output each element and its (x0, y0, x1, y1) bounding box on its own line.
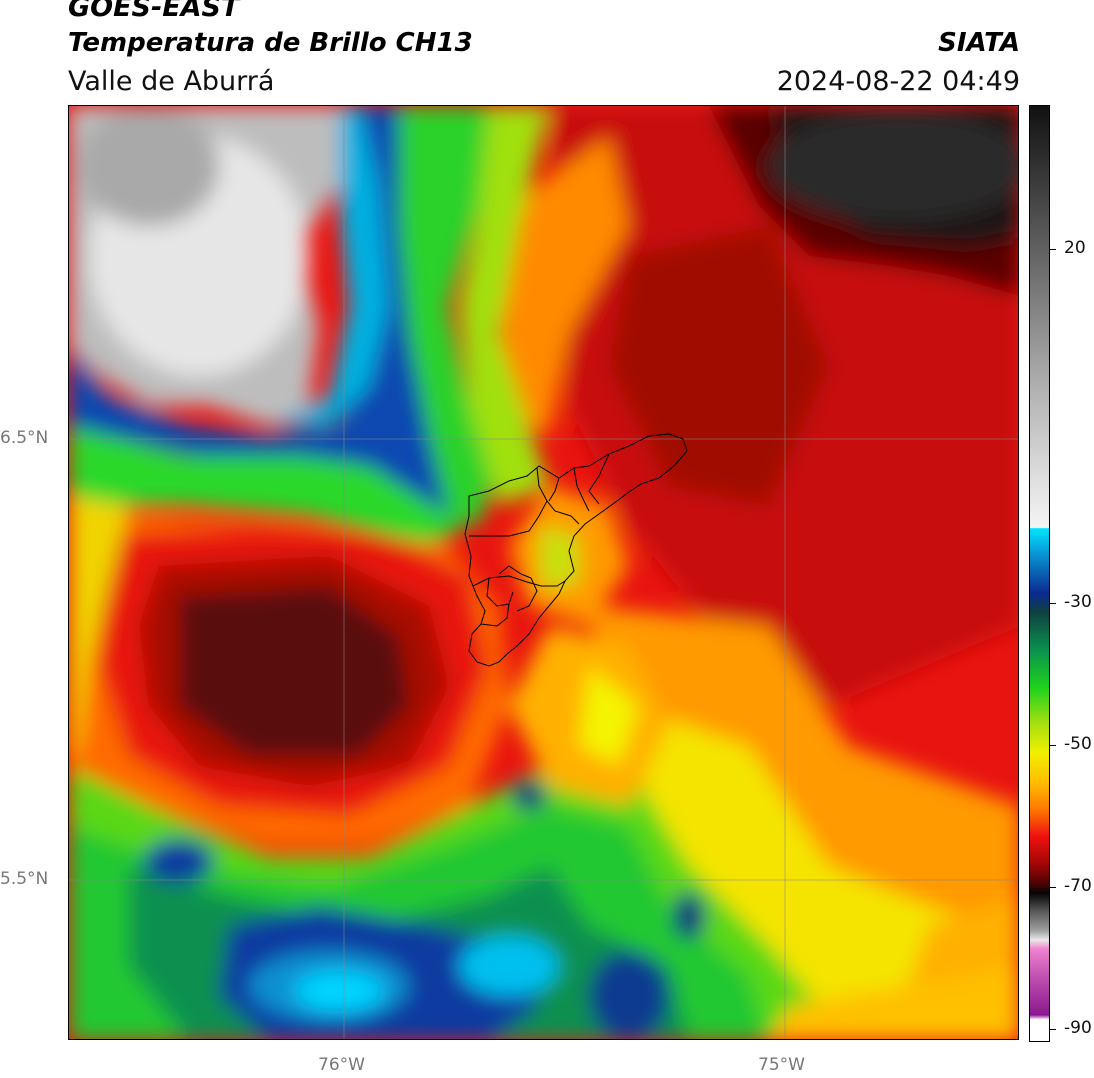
organization-label: SIATA (938, 28, 1020, 58)
satellite-map (68, 105, 1019, 1040)
lat-label-6.5: 6.5°N (0, 428, 49, 448)
colorbar-tick-minus50 (1050, 745, 1056, 746)
municipality-boundaries (464, 433, 688, 667)
colorbar-label-minus30: -30 (1064, 592, 1092, 612)
product-title: Temperatura de Brillo CH13 (68, 28, 473, 58)
colorbar-tick-minus70 (1050, 887, 1056, 888)
colorbar-tick-minus90 (1050, 1029, 1056, 1030)
satellite-title: GOES-EAST (68, 0, 240, 23)
brightness-temperature-field (69, 106, 1018, 1039)
colorbar-tick-20 (1050, 249, 1056, 250)
timestamp-label: 2024-08-22 04:49 (776, 66, 1020, 97)
colorbar-label-minus50: -50 (1064, 734, 1092, 754)
region-title: Valle de Aburrá (68, 66, 275, 97)
lon-label-76: 76°W (318, 1055, 365, 1075)
lat-label-5.5: 5.5°N (0, 869, 49, 889)
colorbar-tick-minus30 (1050, 603, 1056, 604)
colorbar-gradient (1030, 106, 1049, 1041)
colorbar-label-minus90: -90 (1064, 1018, 1092, 1038)
temperature-colorbar (1029, 105, 1050, 1042)
colorbar-label-minus70: -70 (1064, 876, 1092, 896)
colorbar-label-20: 20 (1064, 238, 1086, 258)
lon-label-75: 75°W (758, 1055, 805, 1075)
